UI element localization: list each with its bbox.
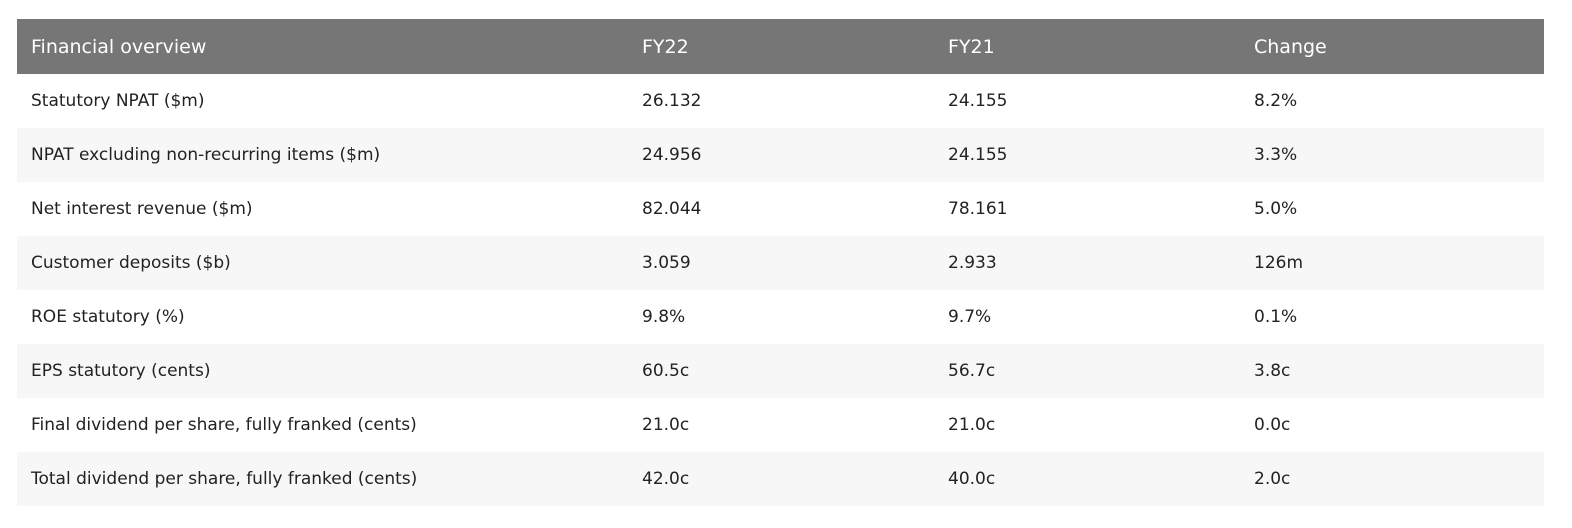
row-label: Final dividend per share, fully franked … <box>31 415 417 435</box>
row-label: NPAT excluding non-recurring items ($m) <box>31 145 381 165</box>
table-row: NPAT excluding non-recurring items ($m) … <box>17 128 1544 182</box>
change-value: 3.3% <box>1254 145 1298 165</box>
header-change: Change <box>1254 35 1327 58</box>
fy21-value: 24.155 <box>948 145 1008 165</box>
table-row: Net interest revenue ($m) 82.044 78.161 … <box>17 182 1544 236</box>
change-value: 126m <box>1254 253 1304 273</box>
row-label: Customer deposits ($b) <box>31 253 231 273</box>
fy22-value: 3.059 <box>642 253 691 273</box>
change-value: 8.2% <box>1254 91 1298 111</box>
fy22-value: 21.0c <box>642 415 690 435</box>
change-value: 3.8c <box>1254 361 1291 381</box>
table-header-row: Financial overview FY22 FY21 Change <box>17 19 1544 74</box>
header-fy21: FY21 <box>948 35 995 58</box>
header-financial-overview: Financial overview <box>31 35 207 58</box>
fy21-value: 9.7% <box>948 307 992 327</box>
fy22-value: 24.956 <box>642 145 702 165</box>
financial-overview-table-container: Financial overview FY22 FY21 Change Stat… <box>17 19 1544 506</box>
change-value: 2.0c <box>1254 469 1291 489</box>
row-label: Total dividend per share, fully franked … <box>31 469 418 489</box>
table-row: EPS statutory (cents) 60.5c 56.7c 3.8c <box>17 344 1544 398</box>
fy21-value: 56.7c <box>948 361 996 381</box>
change-value: 5.0% <box>1254 199 1298 219</box>
fy21-value: 78.161 <box>948 199 1008 219</box>
row-label: Statutory NPAT ($m) <box>31 91 205 111</box>
row-label: Net interest revenue ($m) <box>31 199 253 219</box>
change-value: 0.1% <box>1254 307 1298 327</box>
table-row: Final dividend per share, fully franked … <box>17 398 1544 452</box>
row-label: EPS statutory (cents) <box>31 361 211 381</box>
change-value: 0.0c <box>1254 415 1291 435</box>
row-label: ROE statutory (%) <box>31 307 185 327</box>
financial-overview-table: Financial overview FY22 FY21 Change Stat… <box>17 19 1544 506</box>
fy22-value: 42.0c <box>642 469 690 489</box>
fy21-value: 24.155 <box>948 91 1008 111</box>
fy22-value: 60.5c <box>642 361 690 381</box>
table-row: Customer deposits ($b) 3.059 2.933 126m <box>17 236 1544 290</box>
header-fy22: FY22 <box>642 35 689 58</box>
fy22-value: 9.8% <box>642 307 686 327</box>
fy21-value: 21.0c <box>948 415 996 435</box>
fy22-value: 26.132 <box>642 91 702 111</box>
table-row: Total dividend per share, fully franked … <box>17 452 1544 506</box>
fy21-value: 40.0c <box>948 469 996 489</box>
fy21-value: 2.933 <box>948 253 997 273</box>
table-row: Statutory NPAT ($m) 26.132 24.155 8.2% <box>17 74 1544 128</box>
fy22-value: 82.044 <box>642 199 702 219</box>
table-row: ROE statutory (%) 9.8% 9.7% 0.1% <box>17 290 1544 344</box>
